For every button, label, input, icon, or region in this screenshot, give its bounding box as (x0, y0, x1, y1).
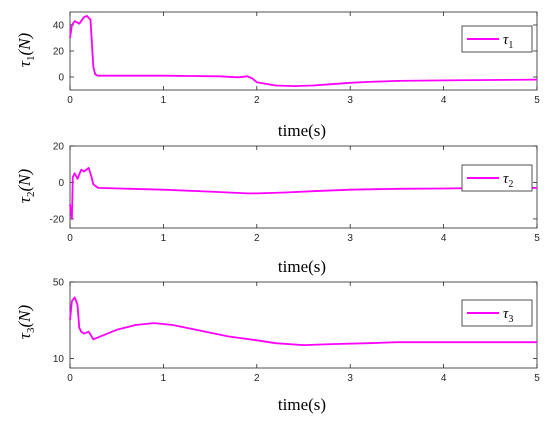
y-axis-label-tau3: τ3(N) (15, 305, 37, 340)
x-axis-label-tau2: time(s) (278, 257, 326, 276)
y-tick-label: 40 (53, 21, 65, 32)
x-tick-label: 1 (161, 233, 167, 244)
plot-area-tau3: 0 1 2 3 4 5 10 50 (53, 278, 540, 385)
x-tick-label: 1 (161, 373, 167, 384)
legend-tau1: τ1 (461, 25, 533, 53)
x-tick-label: 0 (67, 373, 73, 384)
y-tick-label: 50 (53, 278, 65, 289)
x-tick-label: 3 (347, 373, 353, 384)
y-tick-label: -20 (50, 214, 65, 225)
series-line-tau3 (69, 296, 537, 347)
y-tick-label: 0 (58, 73, 64, 84)
x-tick-label: 0 (67, 95, 73, 106)
axes-box-tau3 (69, 281, 538, 369)
x-axis-label-tau3: time(s) (278, 395, 326, 414)
x-tick-label: 2 (254, 95, 260, 106)
x-axis-label-tau1: time(s) (278, 121, 326, 140)
x-tick-label: 3 (347, 233, 353, 244)
x-tick-label: 0 (67, 233, 73, 244)
y-axis-label-tau1: τ1(N) (15, 33, 37, 68)
x-tick-label: 2 (254, 233, 260, 244)
y-tick-label: 10 (53, 354, 65, 365)
x-tick-label: 5 (534, 373, 540, 384)
x-tick-label: 2 (254, 373, 260, 384)
x-tick-label: 5 (534, 95, 540, 106)
legend-tau3: τ3 (461, 299, 533, 327)
y-tick-label: 20 (53, 142, 65, 153)
legend-label-tau3: τ3 (503, 306, 513, 325)
y-tick-label: 20 (53, 47, 65, 58)
panel-tau3: 0 1 2 3 4 5 10 50 time(s) τ3(N) τ3 (15, 278, 540, 415)
x-tick-label: 5 (534, 233, 540, 244)
legend-label-tau1: τ1 (503, 32, 513, 51)
panel-tau1: 0 1 2 3 4 5 0 20 40 time(s) τ1(N) τ1 (15, 11, 540, 140)
legend-tau2: τ2 (461, 164, 533, 192)
series-line-tau1 (69, 14, 538, 87)
x-tick-label: 4 (441, 233, 447, 244)
plot-area-tau1: 0 1 2 3 4 5 0 20 40 (53, 11, 540, 106)
y-tick-label: 0 (58, 178, 64, 189)
legend-label-tau2: τ2 (503, 171, 513, 190)
x-tick-label: 4 (441, 95, 447, 106)
y-axis-label-tau2: τ2(N) (15, 169, 37, 204)
x-tick-label: 3 (347, 95, 353, 106)
x-tick-label: 1 (161, 95, 167, 106)
series-line-tau2 (69, 166, 537, 220)
x-tick-label: 4 (441, 373, 447, 384)
